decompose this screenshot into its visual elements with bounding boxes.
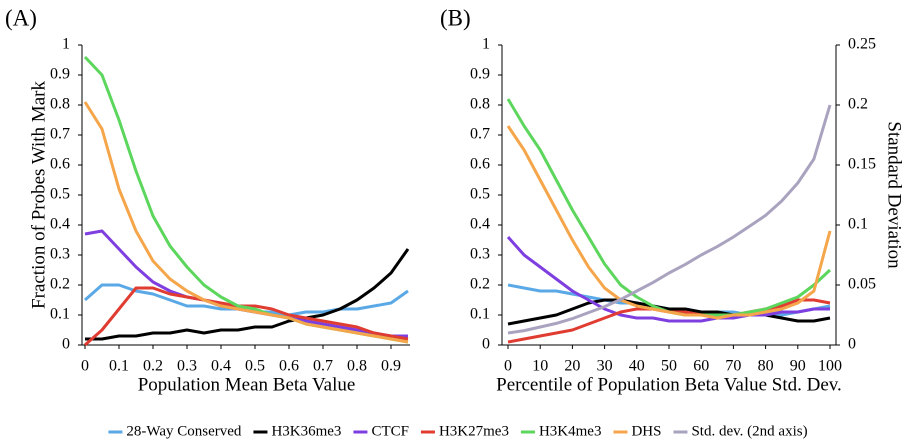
series-line (506, 235, 830, 323)
y-tick-label: 1 (482, 36, 490, 53)
legend-label: Std. dev. (2nd axis) (691, 423, 807, 439)
y-tick-label: 0.4 (50, 216, 70, 233)
y-tick-label: 0.7 (470, 126, 490, 143)
series-line (506, 125, 832, 320)
y-tick-label: 0 (62, 336, 70, 353)
legend-label: DHS (631, 423, 661, 439)
x-tick-label: 40 (629, 358, 645, 375)
y-tick-label: 0.2 (50, 276, 70, 293)
x-tick-label: 60 (693, 358, 709, 375)
x-tick-label: 0.4 (211, 358, 231, 375)
y-tick-label: 0.5 (50, 186, 70, 203)
x-tick-label: 100 (818, 358, 842, 375)
panel-title: (B) (440, 5, 471, 30)
y-tick-label: 0.5 (470, 186, 490, 203)
series-line (83, 101, 409, 344)
legend-label: H3K27me3 (439, 423, 509, 439)
x-tick-label: 30 (597, 358, 613, 375)
x-tick-label: 0.9 (381, 358, 401, 375)
y-tick-label: 0.8 (50, 96, 70, 113)
y-tick-label: 0.7 (50, 126, 70, 143)
y2-tick-label: 0.25 (848, 36, 876, 53)
series-line (85, 248, 410, 341)
y2-tick-label: 0.15 (848, 156, 876, 173)
y-tick-label: 0.9 (470, 66, 490, 83)
legend-label: CTCF (371, 423, 409, 439)
y-tick-label: 0.2 (470, 276, 490, 293)
y-tick-label: 0.1 (470, 306, 490, 323)
y2-tick-label: 0.2 (848, 96, 868, 113)
legend-label: H3K4me3 (539, 423, 602, 439)
y-tick-label: 1 (62, 36, 70, 53)
y2-tick-label: 0.1 (848, 216, 868, 233)
y-tick-label: 0.4 (470, 216, 490, 233)
x-tick-label: 0.3 (177, 358, 197, 375)
y-tick-label: 0.3 (470, 246, 490, 263)
y-tick-label: 0.6 (50, 156, 70, 173)
panel-title: (A) (5, 5, 37, 30)
y-tick-label: 0.3 (50, 246, 70, 263)
x-tick-label: 0.6 (279, 358, 299, 375)
series-line (84, 229, 408, 338)
y2-tick-label: 0 (848, 336, 856, 353)
x-tick-label: 0.1 (109, 358, 129, 375)
y-tick-label: 0.1 (50, 306, 70, 323)
y-axis-title: Fraction of Probes With Mark (28, 81, 49, 309)
series-line (507, 298, 831, 326)
legend-label: 28-Way Conserved (126, 423, 242, 439)
x-tick-label: 0.7 (313, 358, 333, 375)
x-tick-label: 10 (532, 358, 548, 375)
y-tick-label: 0.9 (50, 66, 70, 83)
x-axis-title: Population Mean Beta Value (138, 374, 356, 395)
x-tick-label: 0 (504, 358, 512, 375)
x-tick-label: 0.8 (347, 358, 367, 375)
y2-tick-label: 0.05 (848, 276, 876, 293)
x-axis-title: Percentile of Population Beta Value Std.… (496, 374, 842, 395)
x-tick-label: 20 (564, 358, 580, 375)
x-tick-label: 80 (758, 358, 774, 375)
x-tick-label: 90 (790, 358, 806, 375)
series-line (507, 104, 832, 335)
x-tick-label: 50 (661, 358, 677, 375)
y2-axis-title: Standard Deviation (884, 121, 905, 269)
y-tick-label: 0 (482, 336, 490, 353)
y-tick-label: 0.8 (470, 96, 490, 113)
x-tick-label: 70 (725, 358, 741, 375)
legend-label: H3K36me3 (271, 423, 341, 439)
x-tick-label: 0.2 (143, 358, 163, 375)
x-tick-label: 0.5 (245, 358, 265, 375)
x-tick-label: 0 (81, 358, 89, 375)
y-tick-label: 0.6 (470, 156, 490, 173)
